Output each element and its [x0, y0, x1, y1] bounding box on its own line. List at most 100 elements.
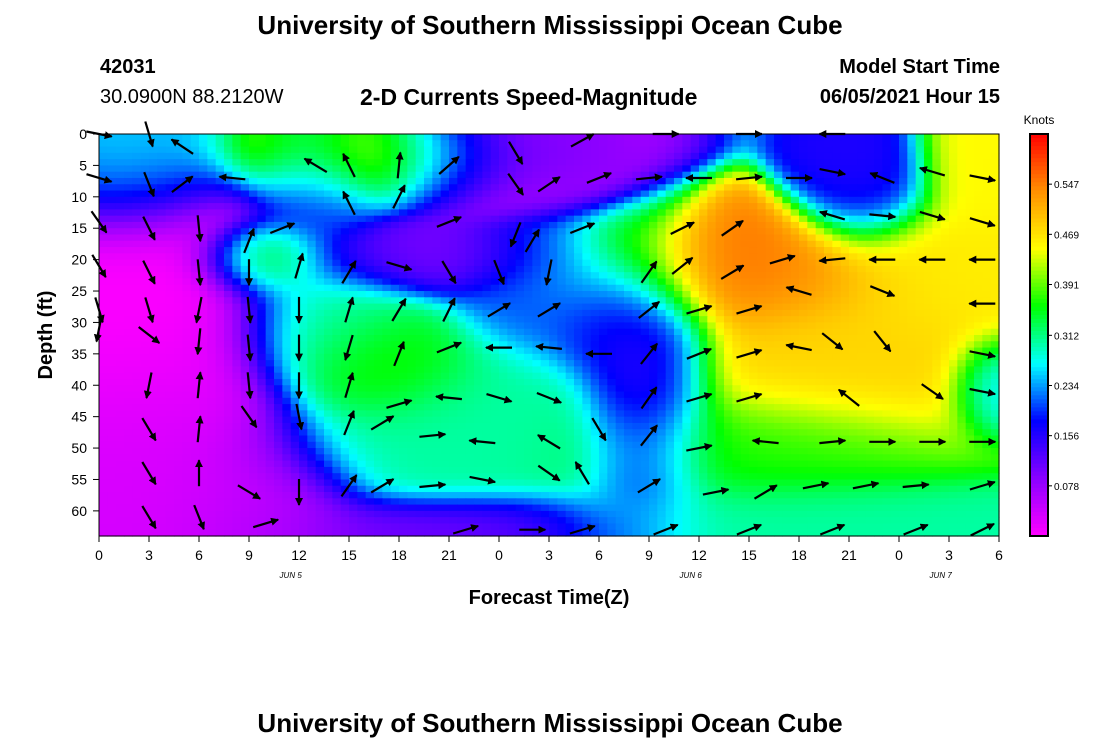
heatmap-cell	[349, 353, 358, 361]
heatmap-cell	[232, 215, 242, 223]
heatmap-cell	[715, 322, 725, 330]
heatmap-cell	[407, 278, 417, 286]
heatmap-cell	[340, 221, 350, 229]
heatmap-cell	[940, 335, 950, 342]
heatmap-cell	[949, 265, 958, 273]
heatmap-cell	[507, 385, 517, 393]
heatmap-cell	[199, 341, 208, 349]
heatmap-cell	[132, 215, 142, 223]
heatmap-cell	[640, 265, 650, 273]
heatmap-cell	[190, 171, 200, 179]
heatmap-cell	[182, 234, 192, 242]
heatmap-cell	[574, 234, 583, 242]
heatmap-cell	[990, 228, 1000, 236]
heatmap-cell	[782, 215, 792, 223]
heatmap-cell	[165, 152, 175, 160]
heatmap-cell	[99, 378, 108, 386]
heatmap-cell	[107, 190, 117, 198]
heatmap-cell	[957, 190, 967, 198]
heatmap-cell	[657, 397, 667, 405]
heatmap-cell	[515, 397, 525, 405]
heatmap-cell	[174, 404, 183, 411]
heatmap-cell	[982, 372, 992, 380]
heatmap-cell	[315, 177, 325, 185]
heatmap-cell	[357, 322, 367, 330]
heatmap-cell	[290, 259, 300, 267]
heatmap-cell	[649, 253, 658, 261]
heatmap-cell	[515, 297, 525, 305]
heatmap-cell	[715, 309, 725, 317]
heatmap-cell	[840, 291, 850, 298]
heatmap-cell	[390, 177, 400, 185]
heatmap-cell	[449, 165, 458, 173]
heatmap-cell	[224, 316, 233, 324]
heatmap-cell	[340, 284, 350, 292]
heatmap-cell	[590, 416, 600, 424]
heatmap-cell	[365, 146, 375, 154]
heatmap-cell	[665, 335, 675, 342]
heatmap-cell	[965, 360, 975, 368]
heatmap-cell	[232, 247, 242, 254]
heatmap-cell	[424, 328, 433, 336]
heatmap-cell	[474, 347, 483, 355]
heatmap-cell	[490, 391, 500, 399]
heatmap-cell	[940, 291, 950, 298]
heatmap-cell	[315, 328, 325, 336]
heatmap-cell	[557, 366, 567, 374]
heatmap-cell	[332, 134, 342, 141]
heatmap-cell	[457, 177, 467, 185]
heatmap-cell	[665, 177, 675, 185]
heatmap-cell	[249, 322, 258, 330]
heatmap-cell	[224, 360, 233, 368]
heatmap-cell	[490, 353, 500, 361]
heatmap-cell	[532, 328, 542, 336]
heatmap-cell	[315, 322, 325, 330]
heatmap-cell	[674, 328, 683, 336]
heatmap-cell	[807, 184, 817, 192]
heatmap-cell	[449, 397, 458, 405]
heatmap-cell	[899, 378, 908, 386]
heatmap-cell	[115, 404, 125, 411]
heatmap-cell	[924, 203, 933, 210]
heatmap-cell	[574, 335, 583, 342]
heatmap-cell	[740, 416, 750, 424]
heatmap-cell	[590, 397, 600, 405]
heatmap-cell	[174, 265, 183, 273]
heatmap-cell	[290, 422, 300, 430]
heatmap-cell	[507, 341, 517, 349]
heatmap-cell	[374, 410, 383, 418]
heatmap-cell	[974, 404, 983, 411]
heatmap-cell	[224, 284, 233, 292]
heatmap-cell	[990, 372, 1000, 380]
heatmap-cell	[582, 203, 592, 210]
heatmap-cell	[874, 360, 883, 368]
heatmap-cell	[499, 196, 508, 204]
heatmap-cell	[249, 328, 258, 336]
heatmap-cell	[407, 152, 417, 160]
heatmap-cell	[882, 297, 892, 305]
heatmap-cell	[574, 303, 583, 311]
heatmap-cell	[324, 146, 333, 154]
heatmap-cell	[715, 353, 725, 361]
heatmap-cell	[940, 328, 950, 336]
heatmap-cell	[315, 303, 325, 311]
heatmap-cell	[740, 265, 750, 273]
heatmap-cell	[482, 272, 492, 280]
heatmap-cell	[257, 303, 267, 311]
heatmap-cell	[707, 284, 717, 292]
heatmap-cell	[924, 404, 933, 411]
heatmap-cell	[482, 134, 492, 141]
heatmap-cell	[557, 353, 567, 361]
heatmap-cell	[974, 253, 983, 261]
heatmap-cell	[232, 378, 242, 386]
heatmap-cell	[549, 146, 558, 154]
heatmap-cell	[124, 134, 133, 141]
heatmap-cell	[474, 159, 483, 167]
heatmap-cell	[674, 140, 683, 148]
heatmap-cell	[649, 196, 658, 204]
heatmap-cell	[774, 196, 783, 204]
heatmap-cell	[740, 177, 750, 185]
heatmap-cell	[640, 140, 650, 148]
heatmap-cell	[932, 209, 942, 217]
heatmap-cell	[707, 221, 717, 229]
